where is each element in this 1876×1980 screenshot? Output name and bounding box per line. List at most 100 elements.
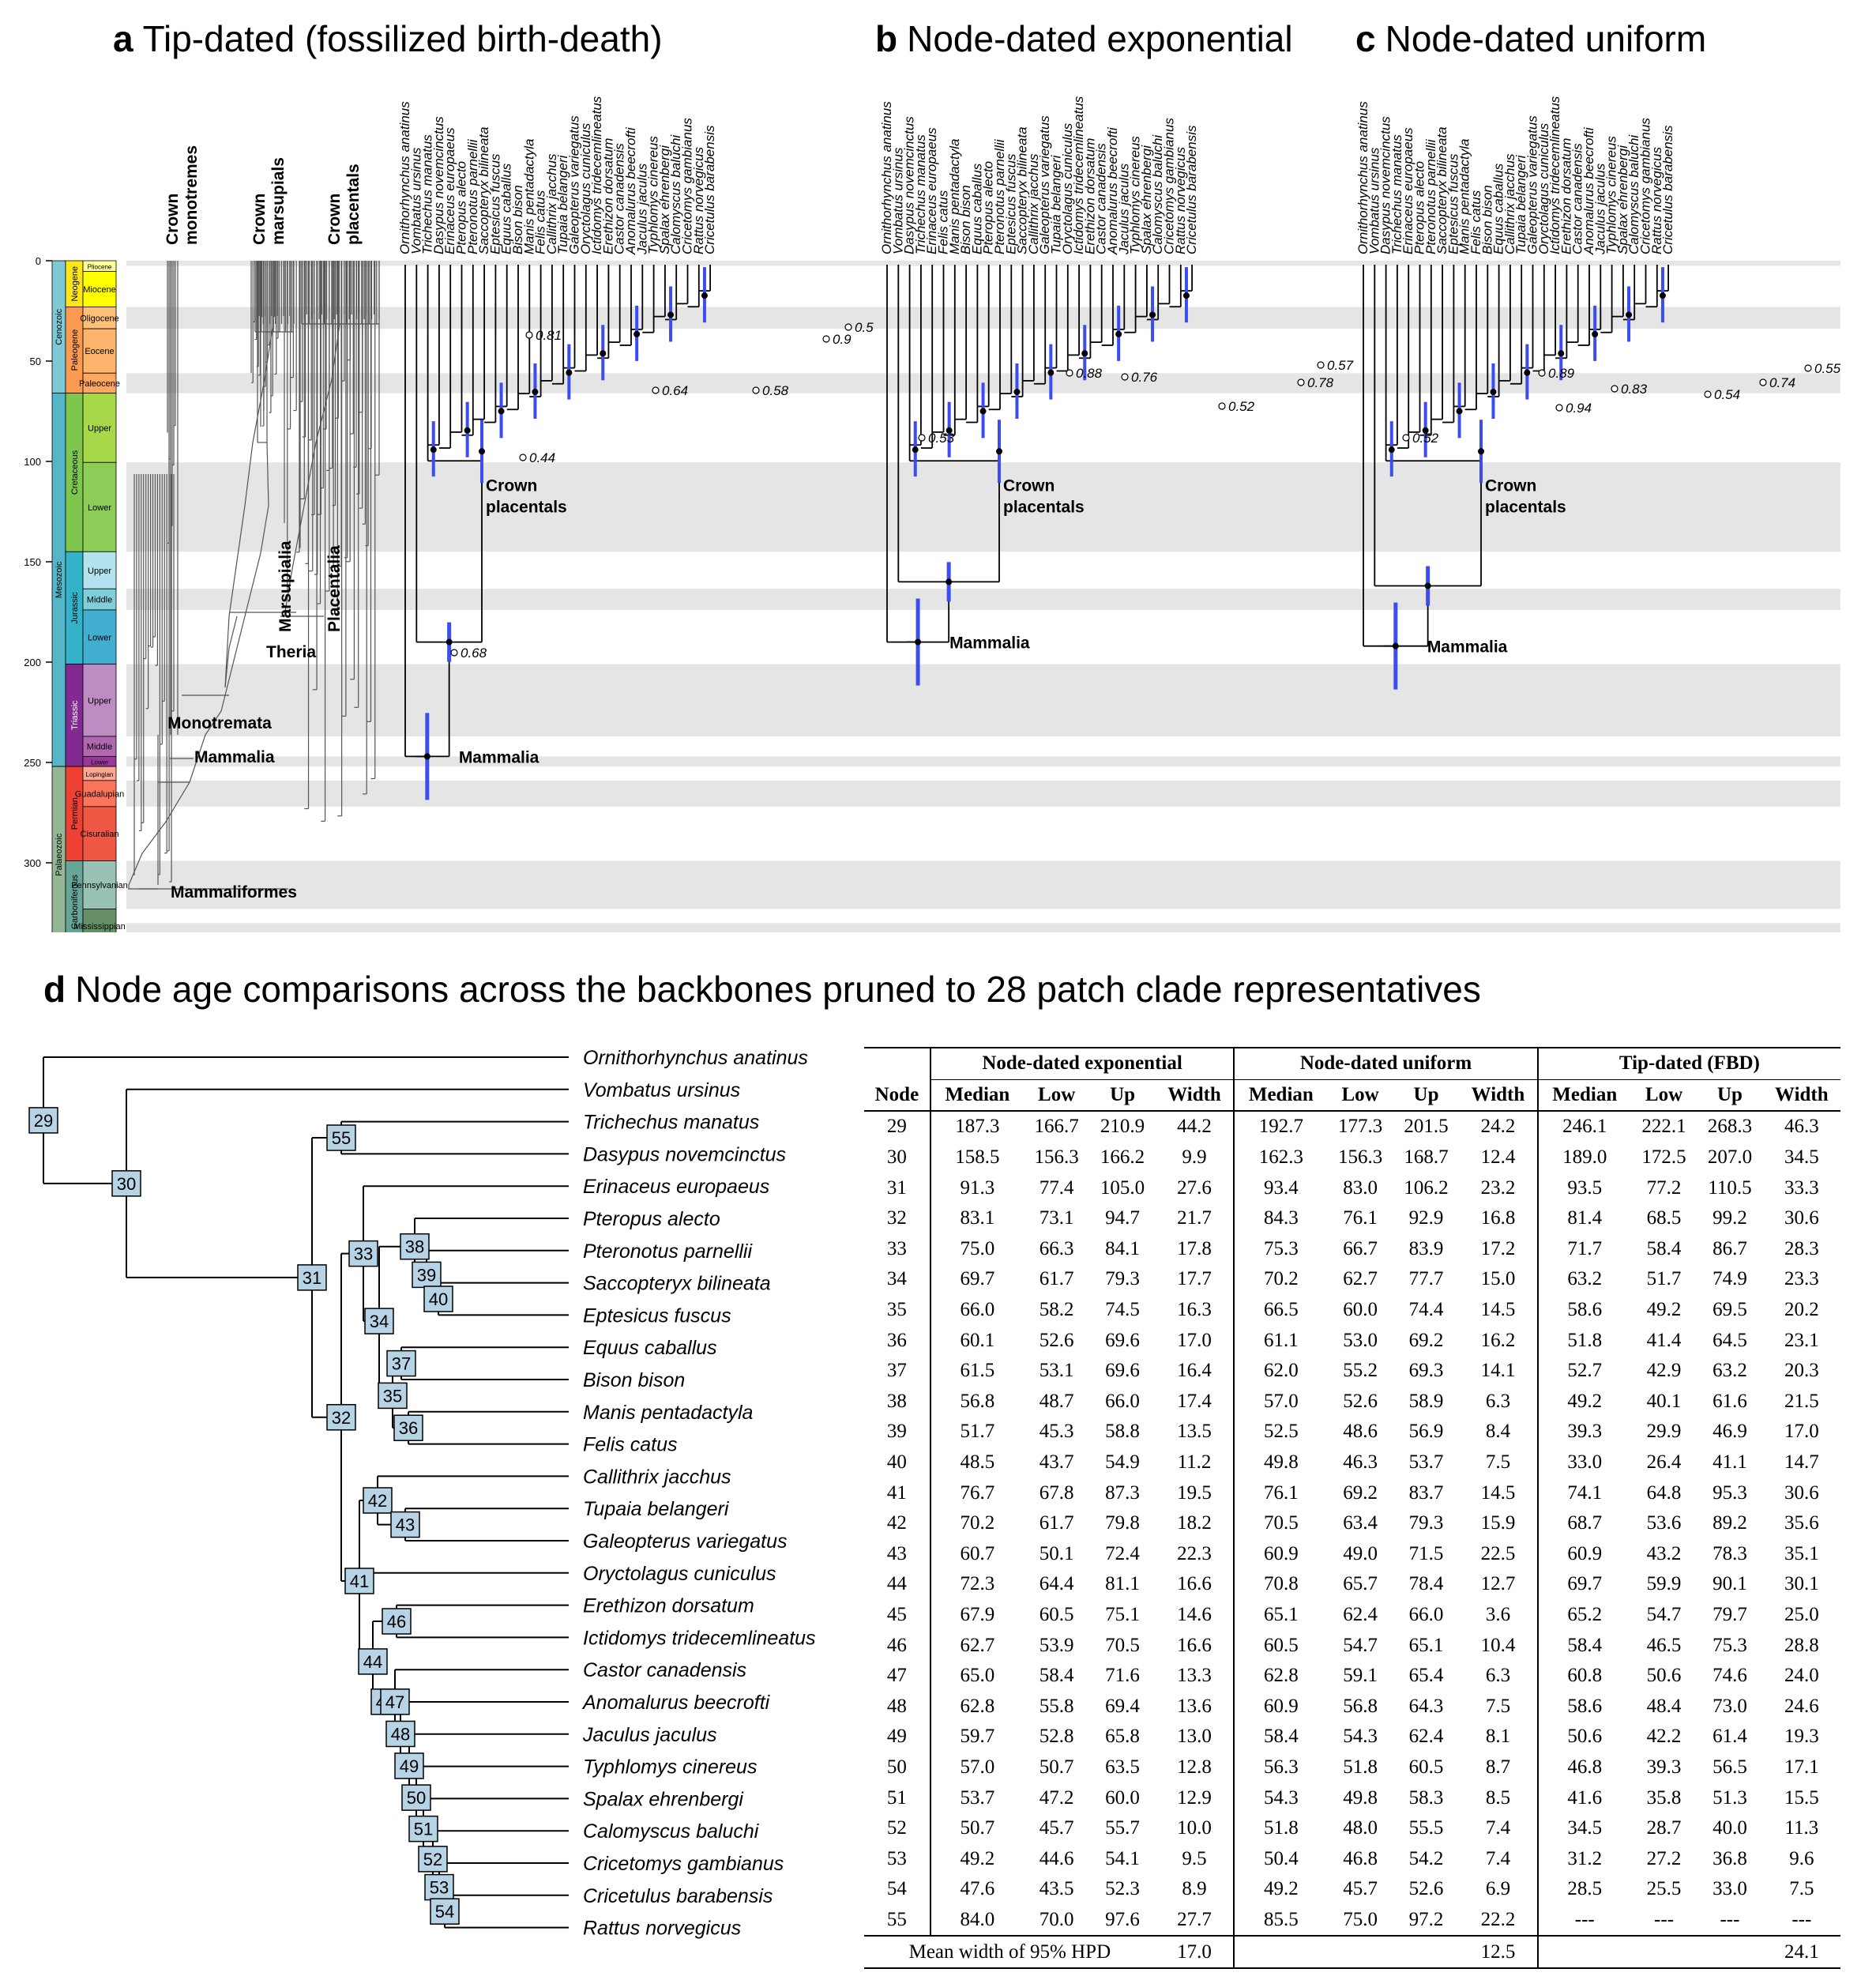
panel-d-species-label: Oryctolagus cuniculus	[583, 1563, 776, 1585]
table-cell: 44	[864, 1569, 931, 1600]
table-cell: 16.2	[1459, 1325, 1539, 1356]
table-cell: 54.3	[1343, 1726, 1378, 1748]
node-id-box	[418, 1846, 448, 1873]
table-row: 50 57.0 50.7 63.5 12.8 56.3 51.8 60.5 8.7 46.8 39.…	[864, 1752, 1840, 1783]
node-id-label: 38	[405, 1237, 424, 1257]
table-cell: 45.7	[1039, 1817, 1074, 1839]
table-cell: 210.9	[1100, 1116, 1145, 1138]
epoch-box	[82, 780, 117, 807]
table-row: 52 50.7 45.7 55.7 10.0 51.8 48.0 55.5 7.4 34.5 28.…	[864, 1812, 1840, 1844]
table-cell: 47	[864, 1660, 931, 1692]
node-id-label: 30	[117, 1174, 136, 1194]
table-row: 38 56.8 48.7 66.0 17.4 57.0 52.6 58.9 6.3 49.2 40.…	[864, 1386, 1840, 1417]
table-cell: 69.6	[1105, 1360, 1140, 1382]
species-label: Equus caballus	[1491, 163, 1506, 254]
table-cell: 61.1	[1263, 1329, 1299, 1351]
table-cell: 51.7	[960, 1421, 995, 1443]
table-cell: 40.0	[1712, 1817, 1747, 1839]
table-cell: 46.3	[1784, 1116, 1819, 1138]
epoch-box	[82, 860, 117, 909]
node-id-label: 41	[350, 1572, 369, 1591]
panel-d-species-label: Cricetulus barabensis	[583, 1885, 773, 1907]
column-header: Width	[1459, 1079, 1539, 1112]
node-id-box	[111, 1170, 141, 1197]
table-cell: 64.4	[1039, 1573, 1074, 1595]
table-cell: 13.3	[1155, 1660, 1235, 1692]
pruned-backbone-tree: Ornithorhynchus anatinus Vombatus ursinus…	[28, 1047, 816, 1940]
support-node	[1317, 361, 1325, 369]
species-label: Cricetulus barabensis	[1660, 125, 1675, 254]
table-cell: 70.5	[1263, 1512, 1299, 1534]
species-label: Cricetomys gambianus	[1162, 118, 1177, 254]
table-cell: 42	[864, 1508, 931, 1539]
table-cell: 17.8	[1155, 1233, 1235, 1265]
species-label: Pteropus alecto	[981, 161, 996, 254]
crown-placentals-label: Crown placentals	[486, 476, 567, 516]
table-cell: 54.1	[1105, 1847, 1140, 1869]
node-dot	[464, 427, 471, 434]
panel-d-species-label: Saccopteryx bilineata	[583, 1273, 771, 1295]
table-cell: 69.7	[960, 1268, 995, 1290]
species-label: Felis catus	[533, 190, 548, 254]
support-node	[1759, 378, 1767, 386]
table-cell: 62.4	[1343, 1603, 1378, 1625]
epoch-box	[82, 271, 117, 307]
node-dot	[633, 330, 641, 337]
table-cell: 36.8	[1712, 1847, 1747, 1869]
node-dot	[1626, 311, 1633, 318]
table-cell: 29	[864, 1111, 931, 1142]
table-cell: 93.5	[1567, 1176, 1603, 1199]
table-cell: 7.5	[1459, 1447, 1539, 1478]
table-cell: 14.6	[1155, 1599, 1235, 1631]
epoch-label: Upper	[88, 423, 111, 433]
node-id-label: 53	[430, 1878, 449, 1898]
node-id-label: 37	[392, 1354, 411, 1374]
table-cell: 54.3	[1263, 1786, 1299, 1809]
clade-label-theria: Theria	[266, 643, 316, 661]
table-cell: 52.8	[1039, 1726, 1074, 1748]
node-id-box	[358, 1648, 388, 1675]
species-label: Equus caballus	[499, 163, 514, 254]
support-node	[1218, 402, 1226, 410]
group-fbd: Tip-dated (FBD)	[1537, 1046, 1840, 1080]
table-footer-row: Mean width of 95% HPD 17.0 12.5 24.1	[864, 1935, 1840, 1969]
table-cell: 50	[864, 1752, 931, 1783]
species-label: Pteronotus parnellii	[465, 138, 480, 254]
node-dot	[532, 389, 539, 396]
table-cell: 58.2	[1039, 1299, 1074, 1321]
species-label: Castor canadensis	[1094, 143, 1109, 254]
table-row: 54 47.6 43.5 52.3 8.9 49.2 45.7 52.6 6.9 28.5 25.5…	[864, 1874, 1840, 1905]
table-cell: 50.4	[1263, 1847, 1299, 1869]
table-cell: 168.7	[1404, 1146, 1449, 1169]
support-value: 0.89	[1548, 366, 1575, 381]
table-cell: 52.3	[1105, 1878, 1140, 1900]
support-value: 0.52	[1412, 431, 1439, 446]
species-label: Trichechus manatus	[1389, 134, 1404, 254]
node-dot	[498, 408, 505, 415]
table-cell: 79.8	[1105, 1512, 1140, 1534]
axis-tick-label: 300	[24, 857, 41, 869]
table-cell: 27.2	[1646, 1847, 1682, 1869]
table-cell: 69.4	[1105, 1695, 1140, 1717]
species-label: Trichechus manatus	[913, 134, 928, 254]
node-dot	[479, 448, 485, 455]
table-cell: 62.0	[1263, 1360, 1299, 1382]
table-cell: 52.6	[1039, 1329, 1074, 1351]
clade-label-mammalia: Mammalia	[194, 748, 275, 766]
node-id-box	[297, 1264, 327, 1291]
table-cell: 46.8	[1343, 1847, 1378, 1869]
epoch-box	[82, 307, 117, 329]
table-row: 47 65.0 58.4 71.6 13.3 62.8 59.1 65.4 6.3 60.8 50.…	[864, 1660, 1840, 1692]
table-cell: 70.2	[960, 1512, 995, 1534]
species-label: Anomalurus beecrofti	[1581, 126, 1596, 255]
table-cell: 62.7	[960, 1634, 995, 1656]
panel-d-species-label: Eptesicus fuscus	[583, 1304, 731, 1327]
mammalia-label: Mammalia	[1427, 638, 1508, 657]
time-band	[126, 261, 1840, 266]
table-cell: 51.8	[1567, 1329, 1603, 1351]
node-dot	[1149, 311, 1156, 318]
table-cell: 70.5	[1105, 1634, 1140, 1656]
species-label: Bison bison	[958, 185, 973, 254]
table-cell: 6.3	[1459, 1660, 1539, 1692]
table-cell: 43.7	[1039, 1451, 1074, 1474]
